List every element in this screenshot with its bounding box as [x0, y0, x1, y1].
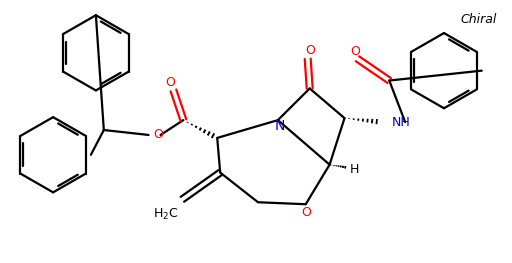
Text: N: N — [274, 119, 285, 133]
Text: O: O — [165, 76, 176, 89]
Text: NH: NH — [391, 116, 410, 129]
Text: O: O — [351, 45, 360, 58]
Text: Chiral: Chiral — [461, 13, 497, 26]
Text: O: O — [301, 206, 311, 219]
Text: H: H — [350, 163, 359, 176]
Text: O: O — [305, 44, 315, 57]
Text: O: O — [154, 128, 163, 141]
Text: H$_2$C: H$_2$C — [153, 206, 178, 222]
